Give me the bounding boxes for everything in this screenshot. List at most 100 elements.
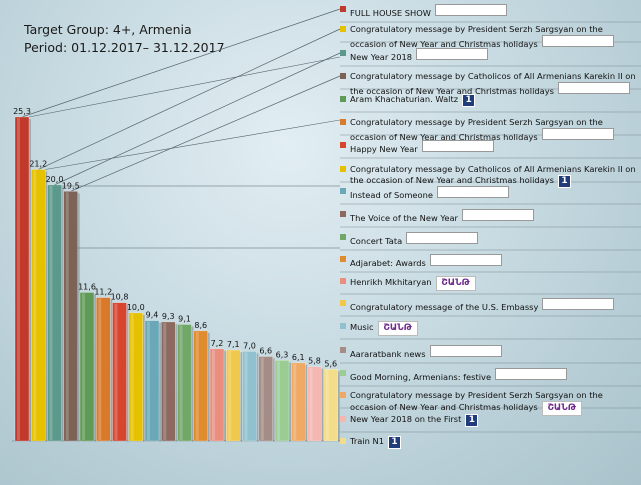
bar	[242, 351, 257, 442]
armenia-tv-logo	[541, 35, 614, 47]
bar-highlight	[293, 363, 297, 440]
data-label: 20,0	[46, 175, 64, 184]
bar-shadow	[305, 364, 308, 441]
data-label: 5,8	[308, 357, 321, 366]
bar	[193, 330, 208, 442]
data-label: 6,3	[276, 350, 289, 359]
bar	[161, 321, 176, 442]
bar	[14, 116, 30, 442]
bar-shadow	[110, 299, 113, 441]
legend-swatch	[340, 6, 346, 12]
bar-highlight	[49, 185, 53, 440]
legend-label: Happy New Year	[350, 144, 418, 154]
legend-label: Good Morning, Armenians: festive	[350, 372, 492, 382]
legend-label: Concert Tata	[350, 236, 403, 246]
legend-swatch	[340, 142, 346, 148]
bar	[258, 356, 273, 442]
bar	[112, 302, 127, 442]
legend-swatch	[340, 370, 346, 376]
leader-line	[54, 52, 341, 186]
first-channel-logo: 1	[465, 414, 479, 427]
bar	[63, 191, 78, 442]
bar-shadow	[159, 322, 161, 441]
legend-label: Aararatbank news	[350, 349, 426, 359]
legend-swatch	[340, 300, 346, 306]
legend-label: Congratulatory message of the U.S. Embas…	[350, 302, 539, 312]
bar-shadow	[94, 294, 96, 441]
bar-shadow	[175, 323, 178, 441]
data-label: 11,6	[78, 282, 96, 291]
bar-highlight	[244, 352, 248, 440]
bar-highlight	[17, 118, 20, 440]
bar-shadow	[191, 326, 194, 441]
bar-shadow	[142, 314, 145, 441]
bar-shadow	[224, 350, 226, 441]
bar	[291, 362, 306, 442]
bar	[96, 297, 111, 442]
armenia-tv-logo	[542, 298, 615, 310]
legend-swatch	[340, 119, 346, 125]
bar	[128, 312, 143, 442]
data-label: 9,1	[178, 314, 191, 323]
armenia-tv-logo	[421, 140, 494, 152]
legend-swatch	[340, 73, 346, 79]
legend-label: Adjarabet: Awards	[350, 258, 426, 268]
bar-shadow	[321, 368, 324, 441]
legend-label: FULL HOUSE SHOW	[350, 8, 431, 18]
legend-label: Congratulatory message by Catholicos of …	[350, 71, 636, 96]
armenia-tv-logo	[434, 4, 507, 16]
bar	[226, 349, 241, 442]
leader-line	[38, 28, 341, 170]
armenia-tv-logo	[495, 368, 568, 380]
first-channel-logo: 1	[388, 436, 402, 449]
bar-highlight	[195, 331, 199, 440]
legend-label: Instead of Someone	[350, 190, 433, 200]
legend-label: Congratulatory message by President Serz…	[350, 24, 603, 49]
bar-highlight	[228, 351, 232, 440]
bar-highlight	[33, 170, 37, 441]
bar-highlight	[65, 192, 69, 440]
period-label: Period: 01.12.2017– 31.12.2017	[24, 40, 225, 55]
armenia-tv-logo	[406, 232, 479, 244]
bar-highlight	[147, 321, 150, 440]
bar	[307, 366, 322, 442]
legend-swatch	[340, 347, 346, 353]
bar-shadow	[126, 304, 129, 441]
bar-highlight	[163, 322, 167, 440]
first-channel-logo: 1	[462, 94, 476, 107]
bar-highlight	[325, 370, 329, 440]
first-channel-logo: 1	[557, 175, 571, 188]
legend-swatch	[340, 188, 346, 194]
leader-line	[21, 8, 341, 118]
leader-line	[70, 75, 341, 192]
bar-highlight	[114, 303, 118, 440]
legend-swatch	[340, 256, 346, 262]
data-label: 11,2	[94, 288, 112, 297]
data-label: 6,6	[259, 346, 272, 355]
legend-label: New Year 2018 on the First	[350, 414, 462, 424]
legend-label: Train N1	[350, 436, 385, 446]
armenia-tv-logo	[429, 345, 502, 357]
bar	[177, 324, 192, 442]
data-label: 21,2	[29, 160, 47, 169]
leader-line	[28, 56, 341, 118]
data-label: 8,6	[194, 321, 207, 330]
bar-highlight	[309, 367, 313, 440]
bar	[31, 169, 46, 442]
legend-swatch	[340, 96, 346, 102]
bar-highlight	[179, 325, 183, 440]
bar	[323, 369, 338, 442]
legend-label: Congratulatory message by Catholicos of …	[350, 164, 636, 185]
data-label: 7,2	[211, 339, 224, 348]
legend-label: Congratulatory message by President Serz…	[350, 117, 603, 142]
armenia-tv-logo	[436, 186, 509, 198]
armenia-tv-logo	[541, 128, 614, 140]
armenia-tv-logo	[416, 48, 489, 60]
legend-label: Aram Khachaturian. Waltz	[350, 94, 459, 104]
bar-shadow	[240, 352, 243, 441]
data-label: 7,1	[227, 340, 240, 349]
data-label: 6,1	[292, 353, 305, 362]
legend-label: New Year 2018	[350, 52, 413, 62]
